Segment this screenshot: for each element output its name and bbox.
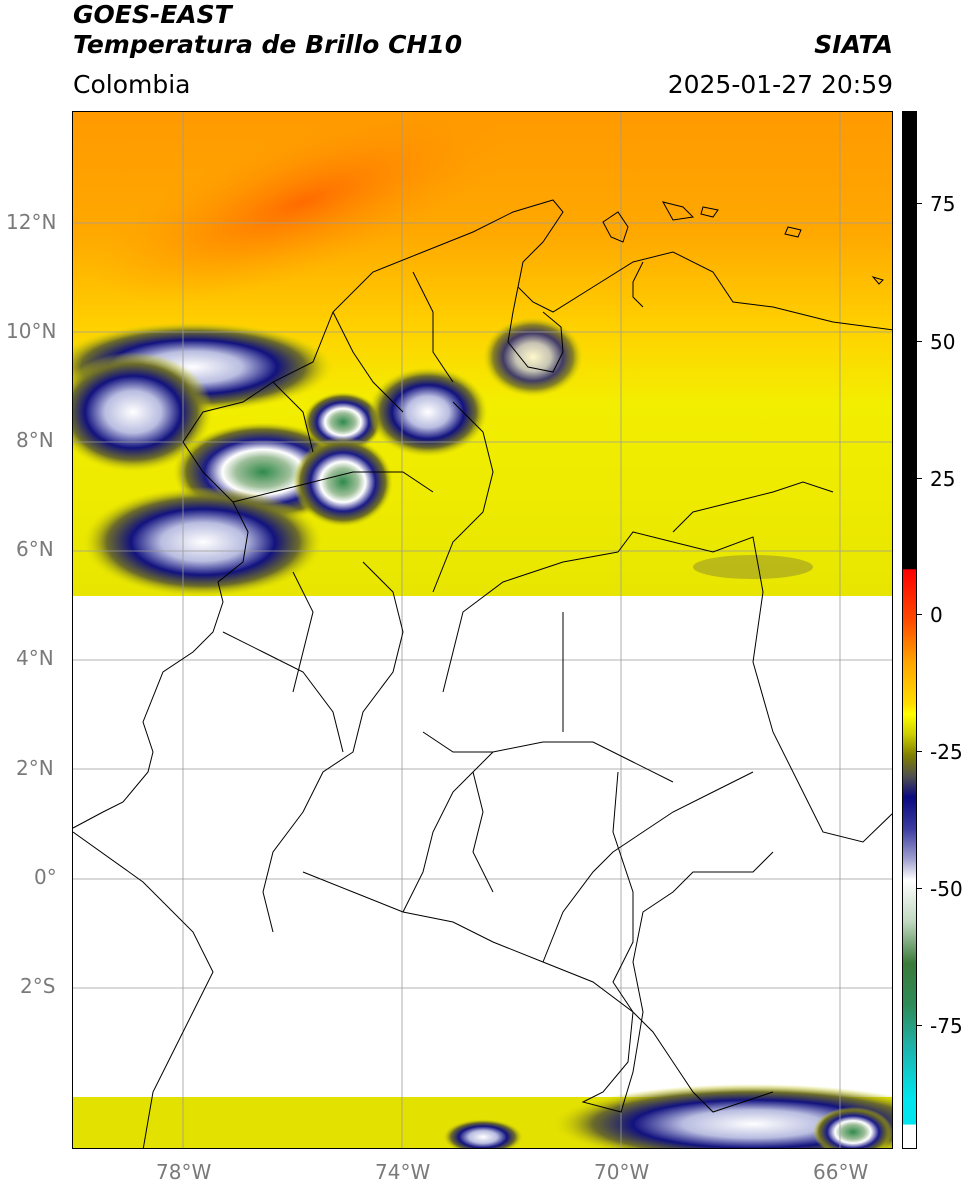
colorbar-tick-minus50: -50 — [930, 877, 963, 901]
tick-mark — [917, 888, 922, 889]
colorbar-tick-75: 75 — [930, 192, 956, 216]
region-label: Colombia — [73, 70, 191, 99]
colorbar-tick-minus75: -75 — [930, 1014, 963, 1038]
lat-label-8n: 8°N — [16, 428, 54, 452]
colorbar-tick-minus25: -25 — [930, 740, 963, 764]
title-right-block: SIATA 2025-01-27 20:59 — [668, 30, 893, 100]
tick-mark — [917, 203, 922, 204]
colorbar — [902, 111, 917, 1149]
tick-mark — [917, 478, 922, 479]
lat-label-12n: 12°N — [6, 210, 57, 234]
tick-mark — [917, 341, 922, 342]
tick-mark — [917, 614, 922, 615]
satellite-data-north — [73, 112, 892, 597]
map-svg — [73, 112, 892, 1148]
title-block: GOES-EAST Temperatura de Brillo CH10 Col… — [73, 0, 462, 100]
colorbar-tick-50: 50 — [930, 330, 956, 354]
lat-label-10n: 10°N — [6, 319, 57, 343]
lon-label-78w: 78°W — [156, 1160, 212, 1184]
agency-label: SIATA — [814, 30, 893, 59]
colorbar-tick-25: 25 — [930, 467, 956, 491]
lat-label-0: 0° — [34, 865, 57, 889]
lon-label-66w: 66°W — [813, 1160, 869, 1184]
datetime-label: 2025-01-27 20:59 — [667, 70, 893, 99]
lat-label-2n: 2°N — [16, 756, 54, 780]
borders — [73, 199, 892, 1148]
gridlines — [73, 112, 892, 1148]
lat-label-6n: 6°N — [16, 537, 54, 561]
lat-label-2s: 2°S — [20, 974, 56, 998]
colorbar-svg — [903, 112, 916, 1148]
satellite-title: GOES-EAST — [73, 0, 232, 29]
map-frame[interactable] — [72, 111, 893, 1149]
tick-mark — [917, 1025, 922, 1026]
satellite-data-south — [73, 1084, 892, 1148]
product-title: Temperatura de Brillo CH10 — [73, 30, 463, 59]
colorbar-tick-0: 0 — [930, 603, 943, 627]
islands — [602, 201, 884, 285]
lon-label-74w: 74°W — [375, 1160, 431, 1184]
tick-mark — [917, 751, 922, 752]
lon-label-70w: 70°W — [594, 1160, 650, 1184]
lat-label-4n: 4°N — [16, 646, 54, 670]
